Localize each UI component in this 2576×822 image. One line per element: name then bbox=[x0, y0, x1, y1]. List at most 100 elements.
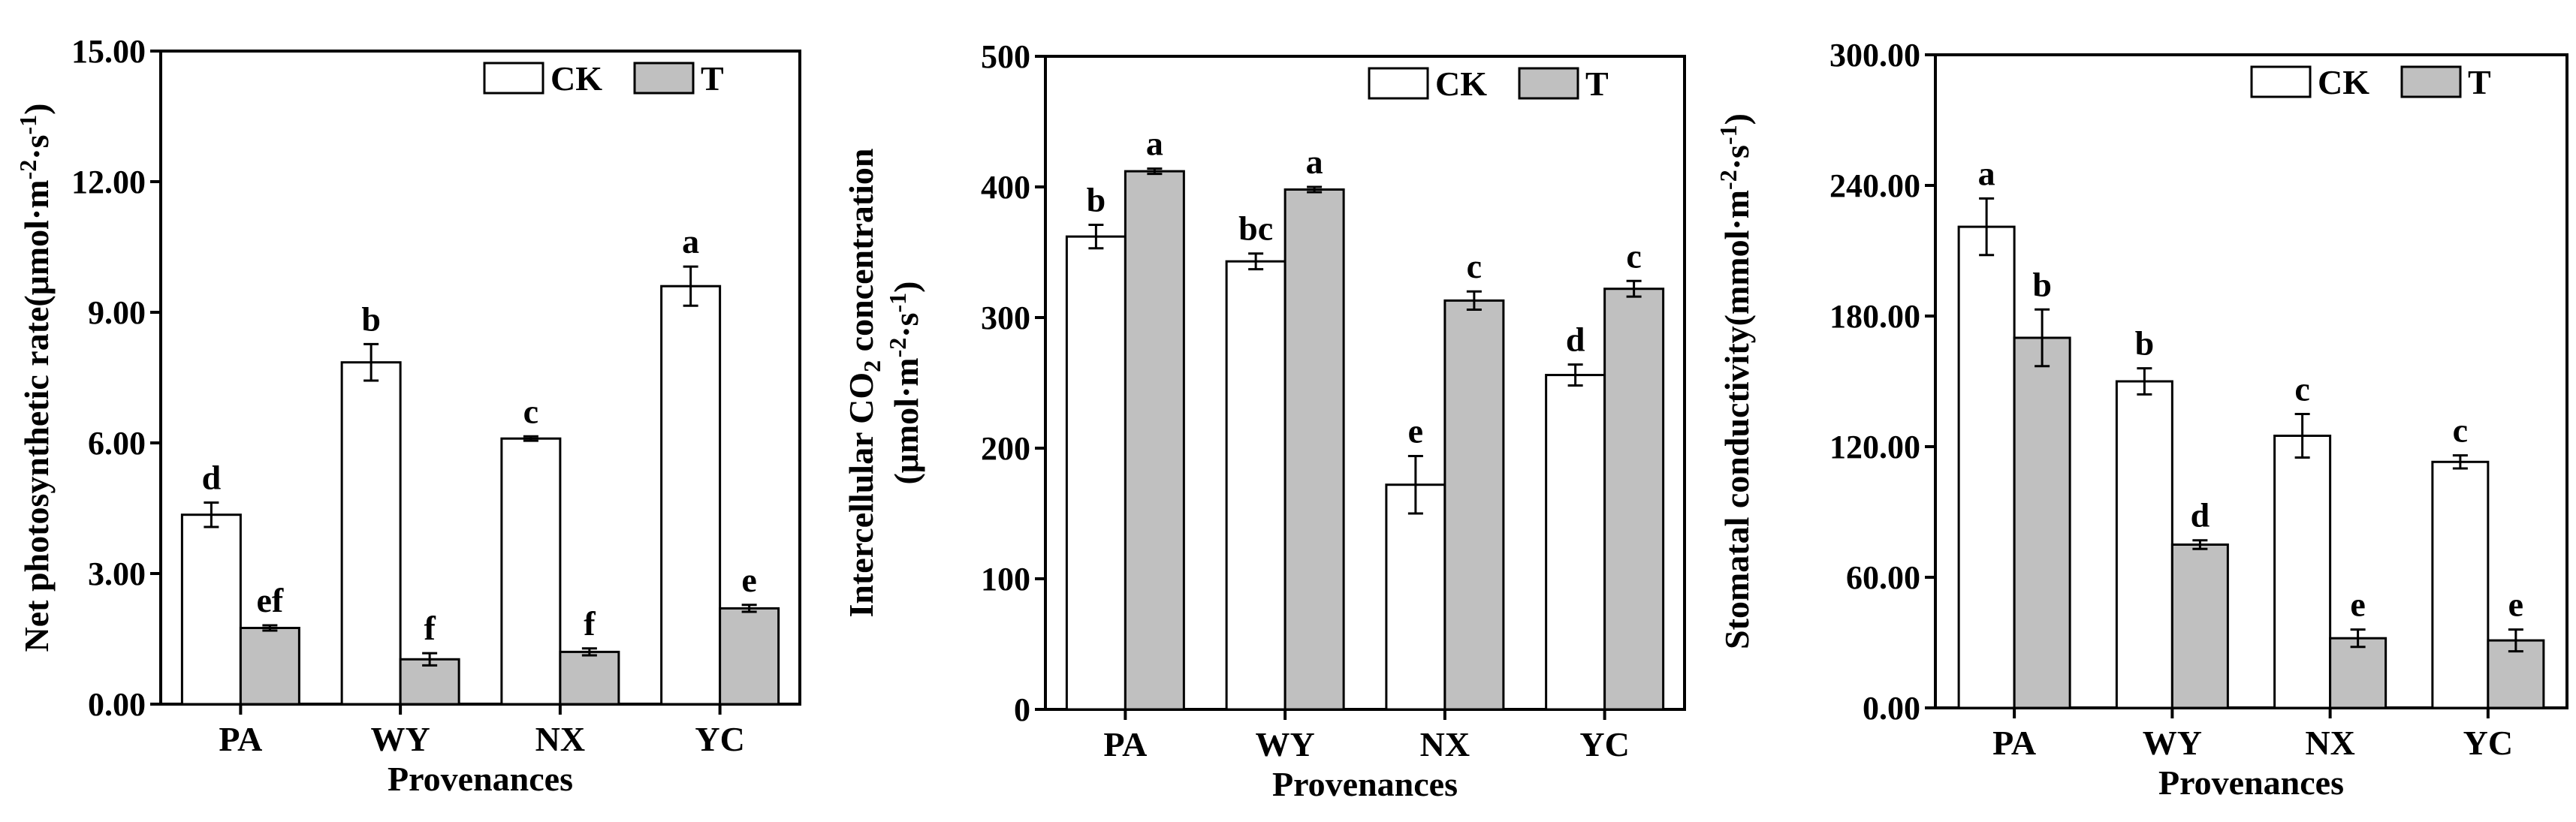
bar-ck-pa bbox=[1065, 235, 1127, 711]
y-tick-label: 400 bbox=[981, 169, 1030, 206]
bar-t-wy bbox=[2170, 543, 2229, 709]
significance-letter: e bbox=[1408, 411, 1423, 450]
legend-label-t: T bbox=[1585, 65, 1609, 103]
x-tick-label: NX bbox=[535, 720, 585, 758]
y-tick-label: 300.00 bbox=[1829, 37, 1920, 74]
bar-t-nx bbox=[559, 650, 620, 706]
significance-letter: a bbox=[1978, 154, 1995, 192]
x-tick-label: PA bbox=[1103, 725, 1147, 763]
bar-t-yc bbox=[1603, 288, 1665, 711]
bar-t-yc bbox=[719, 607, 780, 706]
x-tick-label: YC bbox=[695, 720, 744, 758]
significance-letter: a bbox=[682, 222, 699, 260]
significance-letter: c bbox=[1467, 247, 1482, 285]
legend-swatch-ck bbox=[483, 62, 544, 95]
y-tick-label: 120.00 bbox=[1829, 429, 1920, 465]
y-tick-label: 100 bbox=[981, 561, 1030, 598]
significance-letter: c bbox=[1626, 236, 1641, 275]
plot-frame bbox=[159, 50, 801, 706]
y-tick-label: 300 bbox=[981, 300, 1030, 336]
plot-frame bbox=[1934, 53, 2568, 709]
legend-swatch-t bbox=[1518, 67, 1579, 100]
bar-t-pa bbox=[2013, 336, 2071, 709]
x-axis-title: Provenances bbox=[2158, 763, 2344, 802]
x-tick-label: NX bbox=[1420, 725, 1470, 763]
bar-ck-pa bbox=[1957, 225, 2016, 709]
x-tick-label: YC bbox=[2463, 724, 2513, 762]
significance-letter: e bbox=[741, 561, 756, 599]
x-tick-label: PA bbox=[219, 720, 262, 758]
legend-label-ck: CK bbox=[1435, 65, 1487, 103]
bar-t-pa bbox=[239, 627, 300, 706]
significance-letter: b bbox=[2135, 324, 2155, 363]
y-axis-title-units: (μmol·m-2·s-1) bbox=[884, 281, 925, 484]
significance-letter: c bbox=[2453, 411, 2468, 450]
y-tick-label: 9.00 bbox=[88, 294, 146, 331]
significance-letter: b bbox=[2032, 265, 2052, 303]
significance-letter: c bbox=[2294, 370, 2309, 408]
significance-letter: b bbox=[361, 300, 381, 338]
plot-frame bbox=[1044, 55, 1686, 711]
x-tick-label: WY bbox=[2143, 724, 2202, 762]
y-tick-label: 6.00 bbox=[88, 425, 146, 462]
significance-letter: c bbox=[523, 392, 538, 430]
y-axis-title: Stomatal conductivity(mmol·m-2·s-1) bbox=[1715, 113, 1756, 649]
x-axis-title: Provenances bbox=[1272, 765, 1458, 803]
significance-letter: ef bbox=[257, 581, 284, 619]
bar-t-pa bbox=[1124, 170, 1185, 711]
bar-ck-nx bbox=[500, 437, 562, 706]
bar-ck-pa bbox=[180, 513, 242, 706]
y-tick-label: 240.00 bbox=[1829, 167, 1920, 204]
x-tick-label: WY bbox=[371, 720, 430, 758]
panel-net-photosynthetic-rate: 0.00 3.00 6.00 9.00 12.00 15.00 PA WY NX YC Proven… bbox=[14, 33, 801, 798]
y-axis-title: Net photosynthetic rate(μmol·m-2·s-1) bbox=[14, 104, 56, 652]
significance-letter: e bbox=[2508, 586, 2523, 624]
bar-ck-yc bbox=[1545, 374, 1606, 711]
legend-swatch-t bbox=[633, 62, 695, 95]
bar-t-nx bbox=[1443, 299, 1505, 711]
significance-letter: f bbox=[424, 609, 436, 647]
legend-label-ck: CK bbox=[2318, 63, 2369, 101]
bar-ck-wy bbox=[1225, 260, 1286, 711]
legend-label-ck: CK bbox=[550, 59, 602, 98]
bar-ck-wy bbox=[2115, 380, 2173, 709]
y-tick-label: 12.00 bbox=[71, 164, 146, 200]
y-tick-label: 0 bbox=[1014, 691, 1030, 728]
legend-label-t: T bbox=[701, 59, 724, 98]
significance-letter: bc bbox=[1238, 209, 1273, 248]
legend-label-t: T bbox=[2468, 63, 2491, 101]
panel-stomatal-conductivity: 0.00 60.00 120.00 180.00 240.00 300.00 PA WY NX Y… bbox=[1715, 37, 2568, 802]
legend-swatch-ck bbox=[2250, 65, 2312, 98]
y-tick-label: 60.00 bbox=[1846, 559, 1920, 596]
significance-letter: a bbox=[1146, 125, 1163, 163]
bar-t-wy bbox=[1283, 188, 1345, 711]
bar-ck-nx bbox=[1385, 483, 1446, 711]
y-tick-label: 180.00 bbox=[1829, 298, 1920, 335]
y-axis-title: Intercellular CO2 concentration bbox=[842, 149, 885, 618]
bar-ck-nx bbox=[2273, 435, 2332, 709]
panel-intercellular-co2: 0 100 200 300 400 500 PA WY NX YC Provenances b bc e d… bbox=[842, 38, 1686, 803]
significance-letter: f bbox=[584, 604, 596, 643]
y-tick-label: 15.00 bbox=[71, 33, 146, 70]
significance-letter: a bbox=[1306, 143, 1323, 181]
y-tick-label: 500 bbox=[981, 38, 1030, 75]
bar-ck-wy bbox=[340, 361, 402, 706]
significance-letter: d bbox=[1566, 321, 1585, 359]
y-tick-label: 0.00 bbox=[88, 686, 146, 723]
significance-letter: b bbox=[1087, 180, 1106, 218]
significance-letter: d bbox=[2191, 496, 2210, 534]
significance-letter: e bbox=[2350, 586, 2365, 624]
y-tick-label: 200 bbox=[981, 430, 1030, 467]
legend-swatch-ck bbox=[1368, 67, 1429, 100]
x-tick-label: WY bbox=[1256, 725, 1315, 763]
x-tick-label: PA bbox=[1992, 724, 2036, 762]
y-tick-label: 0.00 bbox=[1863, 690, 1920, 727]
x-tick-label: NX bbox=[2305, 724, 2354, 762]
x-axis-title: Provenances bbox=[388, 760, 573, 798]
bar-ck-yc bbox=[660, 285, 722, 706]
x-tick-label: YC bbox=[1579, 725, 1629, 763]
bar-t-nx bbox=[2329, 637, 2387, 709]
significance-letter: d bbox=[202, 458, 222, 496]
y-tick-label: 3.00 bbox=[88, 556, 146, 592]
